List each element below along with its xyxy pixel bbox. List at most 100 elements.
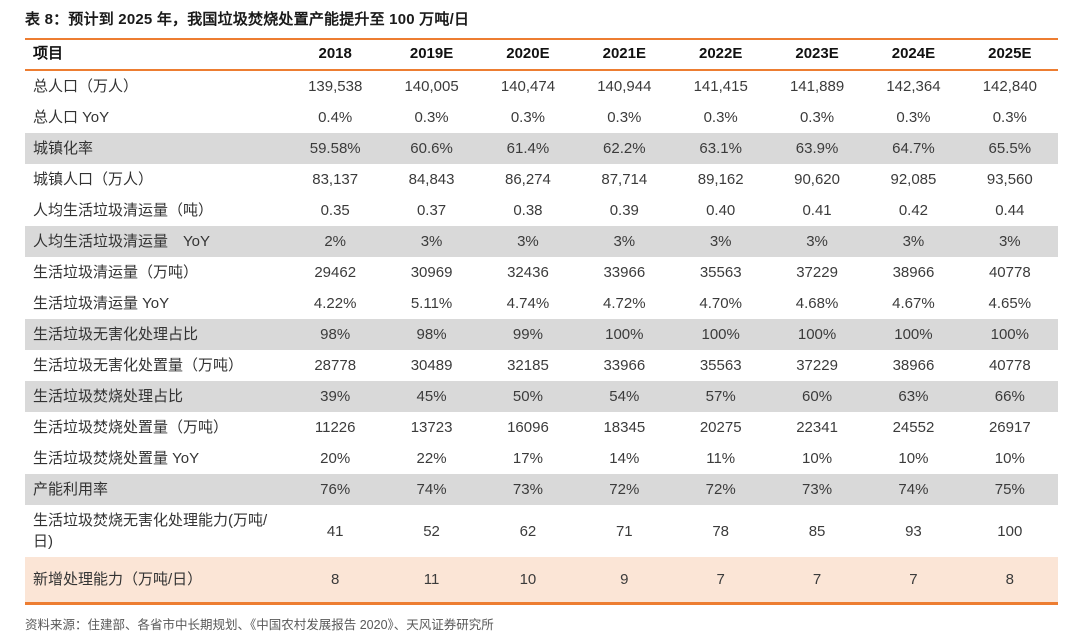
table-row: 生活垃圾无害化处置量（万吨） 28778 30489 32185 33966 35563 3… xyxy=(25,350,1058,381)
row-label: 生活垃圾无害化处置量（万吨） xyxy=(33,357,244,374)
cell-value: 0.41 xyxy=(802,202,832,219)
cell-value: 37229 xyxy=(796,357,838,374)
table-row: 产能利用率 76% 74% 73% 72% 72% 73% 74% 75% xyxy=(25,474,1058,505)
cell-value: 10 xyxy=(479,557,577,604)
row-label: 城镇人口（万人） xyxy=(33,171,154,188)
cell-value: 99% xyxy=(479,319,577,350)
cell-value: 11% xyxy=(706,450,736,467)
cell-value: 7 xyxy=(768,557,866,604)
cell-value: 140,944 xyxy=(597,78,652,95)
cell-value: 45% xyxy=(383,381,480,412)
cell-value: 76% xyxy=(287,474,384,505)
cell-value: 4.68% xyxy=(795,295,839,312)
cell-value: 85 xyxy=(808,522,826,540)
column-header-year: 2023E xyxy=(768,39,866,71)
cell-value: 0.40 xyxy=(706,202,736,219)
row-label: 生活垃圾清运量（万吨） xyxy=(33,264,199,281)
cell-value: 66% xyxy=(961,381,1058,412)
cell-value: 98% xyxy=(287,319,384,350)
cell-value: 11 xyxy=(383,557,480,604)
table-header: 项目 2018 2019E 2020E 2021E 2022E 2023E 2024E 2025… xyxy=(25,39,1058,71)
cell-value: 140,005 xyxy=(404,78,459,95)
row-label: 生活垃圾焚烧处置量（万吨） xyxy=(33,419,229,436)
cell-value: 72% xyxy=(576,474,673,505)
cell-value: 0.3% xyxy=(414,109,449,126)
cell-value: 5.11% xyxy=(410,295,453,312)
cell-value: 73% xyxy=(768,474,866,505)
cell-value: 4.70% xyxy=(699,295,742,312)
cell-value: 39% xyxy=(287,381,384,412)
cell-value: 62 xyxy=(519,522,537,540)
column-header-year: 2018 xyxy=(287,39,384,71)
cell-value: 63% xyxy=(865,381,962,412)
cell-value: 18345 xyxy=(603,419,646,436)
cell-value: 0.42 xyxy=(898,202,929,219)
table-row: 生活垃圾焚烧处置量 YoY 20% 22% 17% 14% 11% 10% 10% 10% xyxy=(25,443,1058,474)
cell-value: 93,560 xyxy=(986,171,1033,188)
cell-value: 4.74% xyxy=(506,295,550,312)
cell-value: 140,474 xyxy=(500,78,556,95)
cell-value: 29462 xyxy=(314,264,357,281)
cell-value: 142,840 xyxy=(982,78,1037,95)
cell-value: 22% xyxy=(416,450,447,467)
cell-value: 63.1% xyxy=(672,133,769,164)
table-header-row: 项目 2018 2019E 2020E 2021E 2022E 2023E 2024E 2025… xyxy=(25,39,1058,71)
cell-value: 40778 xyxy=(988,357,1031,374)
cell-value: 7 xyxy=(865,557,962,604)
row-label: 新增处理能力（万吨/日） xyxy=(25,557,287,604)
row-label: 生活垃圾焚烧无害化处理能力(万吨/日) xyxy=(33,512,268,550)
table-row: 生活垃圾无害化处理占比 98% 98% 99% 100% 100% 100% 100% 100% xyxy=(25,319,1058,350)
cell-value: 61.4% xyxy=(479,133,577,164)
cell-value: 33966 xyxy=(603,357,646,374)
row-label: 人均生活垃圾清运量（吨） xyxy=(33,202,214,219)
cell-value: 32185 xyxy=(507,357,549,374)
cell-value: 35563 xyxy=(699,264,742,281)
cell-value: 22341 xyxy=(796,419,838,436)
cell-value: 26917 xyxy=(988,419,1031,436)
cell-value: 30489 xyxy=(410,357,453,374)
cell-value: 100% xyxy=(672,319,769,350)
cell-value: 20% xyxy=(320,450,351,467)
cell-value: 30969 xyxy=(410,264,453,281)
cell-value: 100% xyxy=(865,319,962,350)
cell-value: 93 xyxy=(905,522,922,540)
column-header-year: 2019E xyxy=(383,39,480,71)
source-note: 资料来源：住建部、各省市中长期规划、《中国农村发展报告 2020》、天风证券研究… xyxy=(25,618,494,631)
cell-value: 3% xyxy=(672,226,769,257)
cell-value: 7 xyxy=(672,557,769,604)
column-header-year: 2022E xyxy=(672,39,769,71)
cell-value: 9 xyxy=(576,557,673,604)
cell-value: 4.72% xyxy=(603,295,646,312)
cell-value: 50% xyxy=(479,381,577,412)
cell-value: 89,162 xyxy=(697,171,744,188)
cell-value: 74% xyxy=(383,474,480,505)
cell-value: 3% xyxy=(768,226,866,257)
cell-value: 17% xyxy=(512,450,543,467)
table-row: 新增处理能力（万吨/日） 8 11 10 9 7 7 7 8 xyxy=(25,557,1058,604)
cell-value: 64.7% xyxy=(865,133,962,164)
cell-value: 16096 xyxy=(507,419,549,436)
table-row: 总人口 YoY 0.4% 0.3% 0.3% 0.3% 0.3% 0.3% 0.3% 0.3% xyxy=(25,102,1058,133)
cell-value: 32436 xyxy=(507,264,549,281)
cell-value: 0.3% xyxy=(992,109,1027,126)
cell-value: 20275 xyxy=(699,419,742,436)
column-header-year: 2021E xyxy=(576,39,673,71)
cell-value: 78 xyxy=(712,522,730,540)
column-header-year: 2020E xyxy=(479,39,577,71)
cell-value: 2% xyxy=(287,226,384,257)
cell-value: 100% xyxy=(768,319,866,350)
cell-value: 3% xyxy=(479,226,577,257)
row-label: 城镇化率 xyxy=(25,133,287,164)
table-row: 城镇人口（万人） 83,137 84,843 86,274 87,714 89,162 90… xyxy=(25,164,1058,195)
cell-value: 33966 xyxy=(603,264,646,281)
row-label: 生活垃圾清运量 YoY xyxy=(33,295,170,312)
table-row: 生活垃圾焚烧无害化处理能力(万吨/日) 41 52 62 71 78 85 93 100 xyxy=(25,505,1058,557)
cell-value: 60.6% xyxy=(383,133,480,164)
cell-value: 74% xyxy=(865,474,962,505)
cell-value: 4.22% xyxy=(313,295,357,312)
row-label: 生活垃圾焚烧处理占比 xyxy=(25,381,287,412)
cell-value: 0.39 xyxy=(609,202,639,219)
table-row: 生活垃圾焚烧处置量（万吨） 11226 13723 16096 18345 20275 22… xyxy=(25,412,1058,443)
cell-value: 142,364 xyxy=(886,78,941,95)
